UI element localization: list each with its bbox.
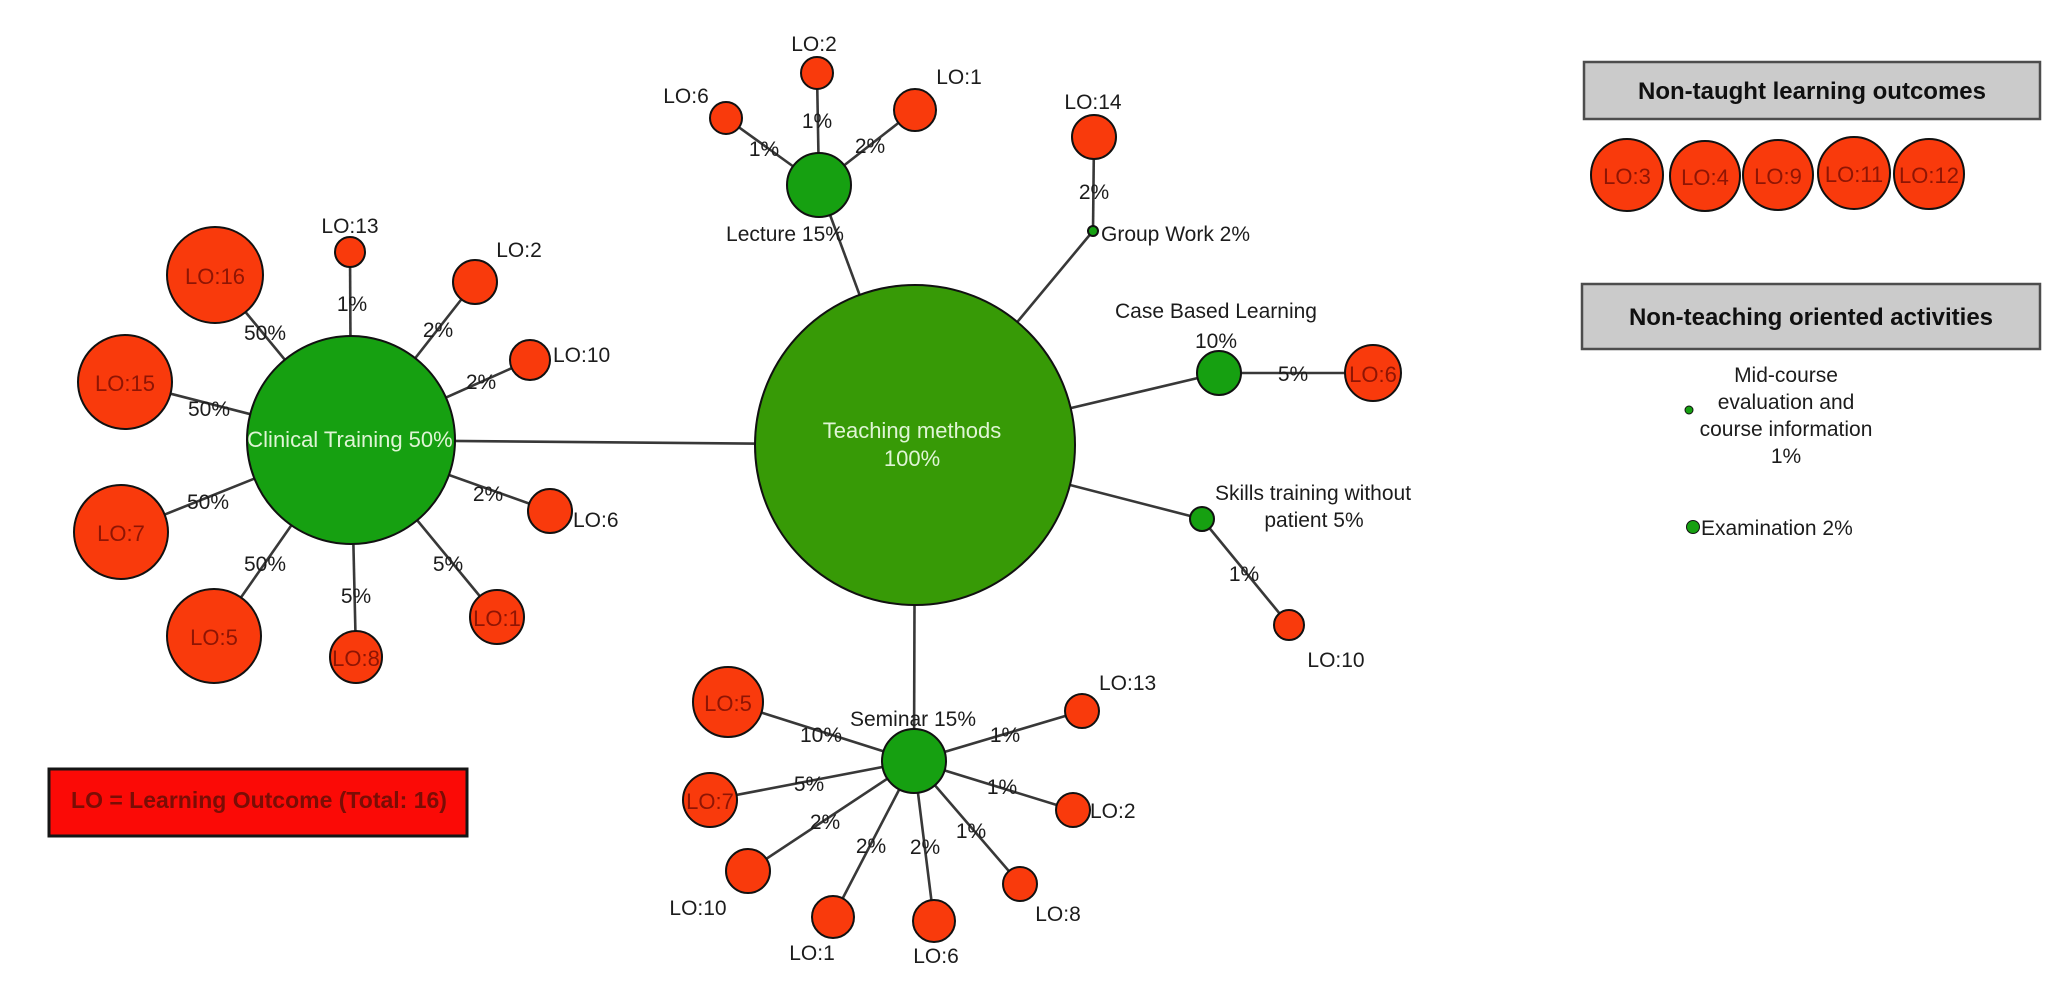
svg-text:50%: 50% [244,322,286,345]
svg-text:Teaching methods: Teaching methods [823,418,1002,443]
svg-text:LO:8: LO:8 [1035,903,1081,926]
svg-text:LO:7: LO:7 [97,521,145,546]
svg-text:1%: 1% [1771,445,1801,468]
svg-text:LO:10: LO:10 [1307,649,1364,672]
svg-text:LO:16: LO:16 [185,264,245,289]
svg-text:1%: 1% [956,820,986,843]
svg-text:LO:5: LO:5 [704,691,752,716]
svg-text:Seminar 15%: Seminar 15% [850,708,976,731]
svg-text:50%: 50% [244,553,286,576]
svg-text:LO:9: LO:9 [1754,164,1802,189]
svg-text:Non-taught learning outcomes: Non-taught learning outcomes [1638,78,1986,105]
svg-text:Clinical Training 50%: Clinical Training 50% [247,427,452,452]
svg-text:LO:8: LO:8 [332,646,380,671]
svg-text:5%: 5% [794,773,824,796]
svg-text:LO:1: LO:1 [473,606,521,631]
svg-text:10%: 10% [1195,330,1237,353]
svg-text:5%: 5% [1278,363,1308,386]
svg-text:LO:4: LO:4 [1681,165,1729,190]
svg-text:LO:10: LO:10 [669,897,726,920]
svg-text:2%: 2% [910,836,940,859]
svg-text:Examination 2%: Examination 2% [1701,517,1853,540]
svg-text:Mid-course: Mid-course [1734,364,1838,387]
svg-text:2%: 2% [466,371,496,394]
svg-text:LO:2: LO:2 [791,33,837,56]
svg-text:LO:5: LO:5 [190,625,238,650]
svg-text:LO = Learning Outcome (Total:: LO = Learning Outcome (Total: 16) [71,787,447,813]
svg-text:LO:2: LO:2 [1090,800,1136,823]
svg-text:LO:13: LO:13 [321,215,378,238]
svg-text:patient 5%: patient 5% [1264,509,1363,532]
svg-text:LO:3: LO:3 [1603,164,1651,189]
svg-text:50%: 50% [187,491,229,514]
svg-text:Group Work 2%: Group Work 2% [1101,223,1250,246]
svg-text:Lecture 15%: Lecture 15% [726,223,844,246]
svg-text:course information: course information [1700,418,1873,441]
svg-text:2%: 2% [856,835,886,858]
svg-text:Non-teaching oriented activiti: Non-teaching oriented activities [1629,304,1993,331]
svg-text:LO:2: LO:2 [496,239,542,262]
svg-text:2%: 2% [1079,181,1109,204]
svg-text:Skills training without: Skills training without [1215,482,1411,505]
svg-text:LO:12: LO:12 [1899,163,1959,188]
svg-text:LO:6: LO:6 [1349,362,1397,387]
svg-text:2%: 2% [810,811,840,834]
svg-text:LO:6: LO:6 [573,509,619,532]
svg-text:10%: 10% [800,724,842,747]
svg-text:5%: 5% [433,553,463,576]
svg-text:5%: 5% [341,585,371,608]
svg-text:evaluation and: evaluation and [1718,391,1855,414]
svg-text:LO:11: LO:11 [1825,162,1883,187]
svg-text:1%: 1% [749,138,779,161]
svg-text:1%: 1% [337,293,367,316]
svg-text:LO:6: LO:6 [663,85,709,108]
svg-text:LO:7: LO:7 [686,789,734,814]
svg-text:LO:10: LO:10 [553,344,610,367]
svg-text:Case Based Learning: Case Based Learning [1115,300,1317,323]
svg-text:LO:13: LO:13 [1099,672,1156,695]
svg-text:50%: 50% [188,398,230,421]
svg-text:100%: 100% [884,446,940,471]
svg-text:2%: 2% [423,319,453,342]
svg-text:LO:1: LO:1 [789,942,835,965]
svg-text:1%: 1% [802,110,832,133]
svg-text:LO:15: LO:15 [95,371,155,396]
svg-text:LO:14: LO:14 [1064,91,1122,114]
svg-text:1%: 1% [987,776,1017,799]
svg-text:2%: 2% [473,483,503,506]
svg-text:1%: 1% [990,724,1020,747]
svg-text:LO:6: LO:6 [913,945,959,968]
svg-text:LO:1: LO:1 [936,66,982,89]
svg-text:2%: 2% [855,135,885,158]
svg-text:1%: 1% [1229,563,1259,586]
